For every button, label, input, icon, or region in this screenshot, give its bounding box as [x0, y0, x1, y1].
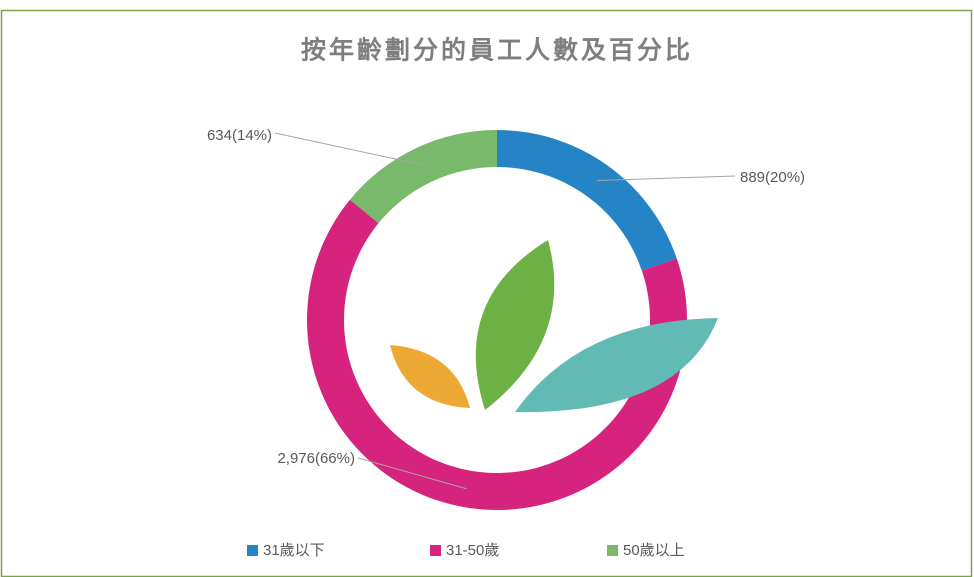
legend-swatch	[430, 545, 441, 556]
chart-title: 按年齡劃分的員工人數及百分比	[301, 36, 693, 65]
data-label: 889(20%)	[740, 169, 805, 186]
legend-label: 31歲以下	[263, 542, 325, 559]
chart: 按年齡劃分的員工人數及百分比 889(20%) 2,976(66%) 634(14%…	[0, 0, 974, 577]
legend-swatch	[607, 545, 618, 556]
data-label: 634(14%)	[207, 127, 272, 144]
legend-swatch	[247, 545, 258, 556]
data-label: 2,976(66%)	[277, 450, 355, 467]
legend-label: 31-50歲	[446, 542, 499, 559]
legend-label: 50歲以上	[623, 542, 685, 559]
